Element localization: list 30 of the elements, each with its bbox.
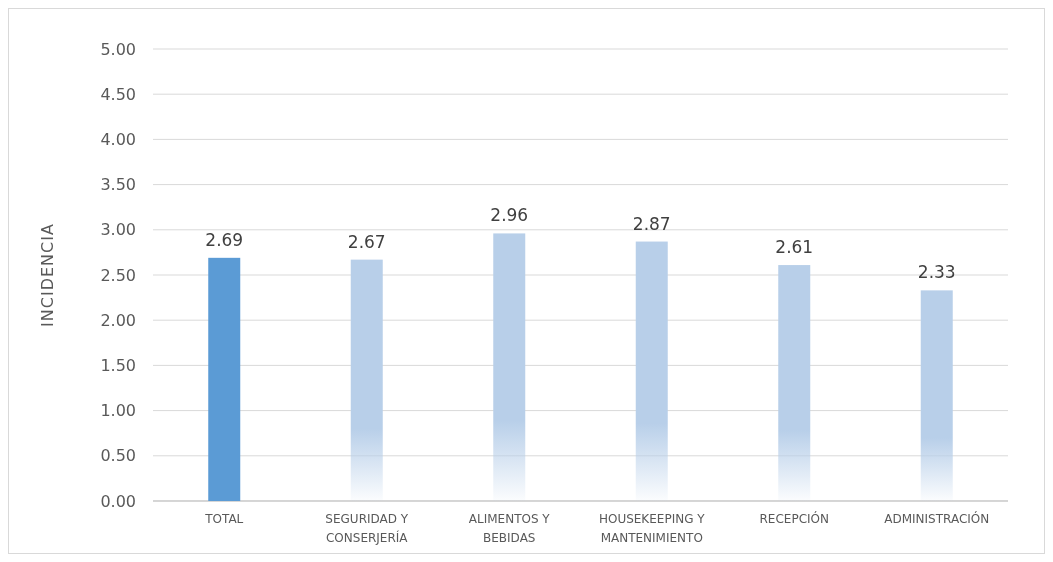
y-tick-label: 3.50 <box>100 175 136 195</box>
y-tick-label: 2.00 <box>100 310 136 330</box>
x-tick-label: HOUSEKEEPING Y MANTENIMIENTO <box>598 512 706 545</box>
y-tick-label: 0.50 <box>100 446 136 466</box>
y-tick-label: 0.00 <box>100 491 136 511</box>
data-label: 2.87 <box>632 213 671 234</box>
x-tick-label: RECEPCIÓN <box>759 511 829 526</box>
x-tick-label: TOTAL <box>204 512 244 526</box>
y-axis-title: INCIDENCIA <box>38 223 57 327</box>
bar <box>920 290 953 501</box>
data-label: 2.69 <box>205 229 244 250</box>
x-tick-label: SEGURIDAD Y CONSERJERÍA <box>325 512 409 545</box>
bar <box>350 259 383 501</box>
data-label: 2.67 <box>347 231 386 252</box>
bar <box>635 241 668 501</box>
y-tick-label: 1.00 <box>100 401 136 421</box>
x-tick-label: ALIMENTOS Y BEBIDAS <box>468 512 551 545</box>
data-label: 2.96 <box>490 205 529 226</box>
bar <box>208 257 241 501</box>
x-tick-label: ADMINISTRACIÓN <box>884 511 990 526</box>
bar <box>778 265 811 501</box>
bar <box>493 233 526 501</box>
y-tick-label: 2.50 <box>100 265 136 285</box>
data-label: 2.61 <box>775 237 814 258</box>
y-tick-label: 4.50 <box>100 84 136 104</box>
y-tick-label: 3.00 <box>100 220 136 240</box>
data-label: 2.33 <box>917 262 956 283</box>
y-tick-label: 4.00 <box>100 130 136 149</box>
y-tick-label: 1.50 <box>100 356 136 375</box>
y-tick-label: 5.00 <box>100 39 136 59</box>
